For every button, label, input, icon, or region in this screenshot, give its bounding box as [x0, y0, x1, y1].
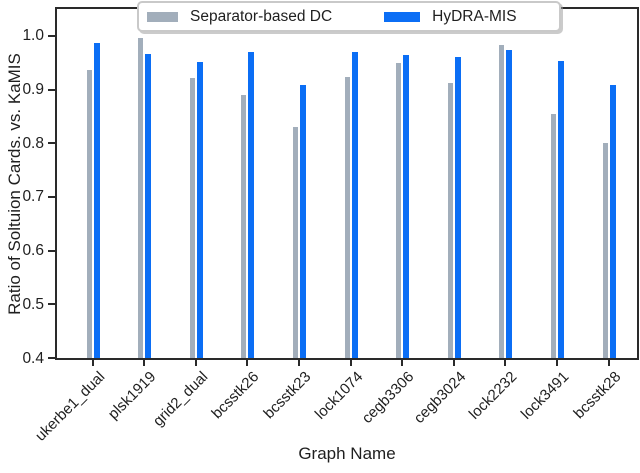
bar-hydra-mis-lock1074 [351, 52, 358, 358]
bar-hydra-mis-bcsstk23 [299, 85, 306, 358]
legend-swatch-hydra-mis-icon [384, 11, 421, 22]
y-tick-mark [48, 195, 55, 198]
bar-separator-dc-bcsstk28 [602, 143, 608, 358]
legend-label-hydra-mis: HyDRA-MIS [432, 7, 517, 25]
y-tick-mark [48, 357, 55, 359]
bar-hydra-mis-bcsstk26 [248, 52, 255, 358]
bar-separator-dc-grid2_dual [189, 78, 195, 358]
bar-hydra-mis-grid2_dual [196, 61, 203, 358]
y-tick-mark [48, 34, 55, 37]
bar-hydra-mis-lock3491 [557, 61, 564, 358]
bar-hydra-mis-cegb3024 [454, 56, 461, 358]
legend-label-separator-dc: Separator-based DC [190, 7, 333, 25]
bar-separator-dc-ukerbe1_dual [86, 69, 92, 358]
bar-hydra-mis-bcsstk28 [609, 85, 616, 358]
y-tick-label: 0.5 [22, 295, 44, 313]
legend: Separator-based DC HyDRA-MIS [137, 1, 561, 32]
bar-separator-dc-lock1074 [344, 76, 350, 358]
x-tick-mark [555, 359, 558, 366]
x-tick-mark [607, 359, 610, 366]
y-tick-mark [48, 249, 55, 252]
y-axis-title: Ratio of Soltuion Cards. vs. KaMIS [5, 53, 24, 315]
bar-separator-dc-cegb3024 [447, 83, 453, 358]
x-tick-mark [194, 359, 197, 366]
bar-separator-dc-plsk1919 [138, 38, 144, 358]
y-tick-label: 0.6 [22, 242, 44, 260]
x-tick-mark [349, 359, 352, 366]
x-tick-mark [504, 359, 507, 366]
legend-item-hydra-mis: HyDRA-MIS [384, 7, 517, 26]
legend-swatch-separator-dc-icon [147, 11, 178, 22]
legend-item-separator-dc: Separator-based DC [147, 8, 332, 26]
y-tick-label: 0.9 [22, 81, 44, 99]
bar-separator-dc-cegb3306 [396, 63, 402, 358]
y-tick-label: 1.0 [22, 27, 44, 45]
y-tick-label: 0.8 [22, 134, 44, 152]
x-axis-title: Graph Name [298, 444, 396, 463]
bar-separator-dc-bcsstk26 [241, 95, 247, 358]
x-tick-mark [452, 359, 455, 366]
x-tick-mark [246, 359, 249, 366]
y-tick-label: 0.7 [22, 188, 44, 206]
bar-separator-dc-bcsstk23 [292, 127, 298, 358]
x-tick-mark [143, 359, 146, 366]
bar-separator-dc-lock2232 [499, 45, 505, 358]
bar-separator-dc-lock3491 [550, 113, 556, 358]
x-tick-mark [91, 359, 94, 366]
y-tick-mark [48, 88, 55, 91]
y-tick-label: 0.4 [22, 349, 44, 367]
bar-hydra-mis-lock2232 [506, 50, 513, 358]
bar-hydra-mis-plsk1919 [145, 54, 152, 358]
bar-hydra-mis-cegb3306 [403, 55, 410, 358]
x-tick-mark [401, 359, 404, 366]
plot-area [55, 7, 639, 360]
y-tick-mark [48, 303, 55, 306]
bar-hydra-mis-ukerbe1_dual [93, 43, 100, 358]
y-tick-mark [48, 142, 55, 145]
x-tick-mark [297, 359, 300, 366]
